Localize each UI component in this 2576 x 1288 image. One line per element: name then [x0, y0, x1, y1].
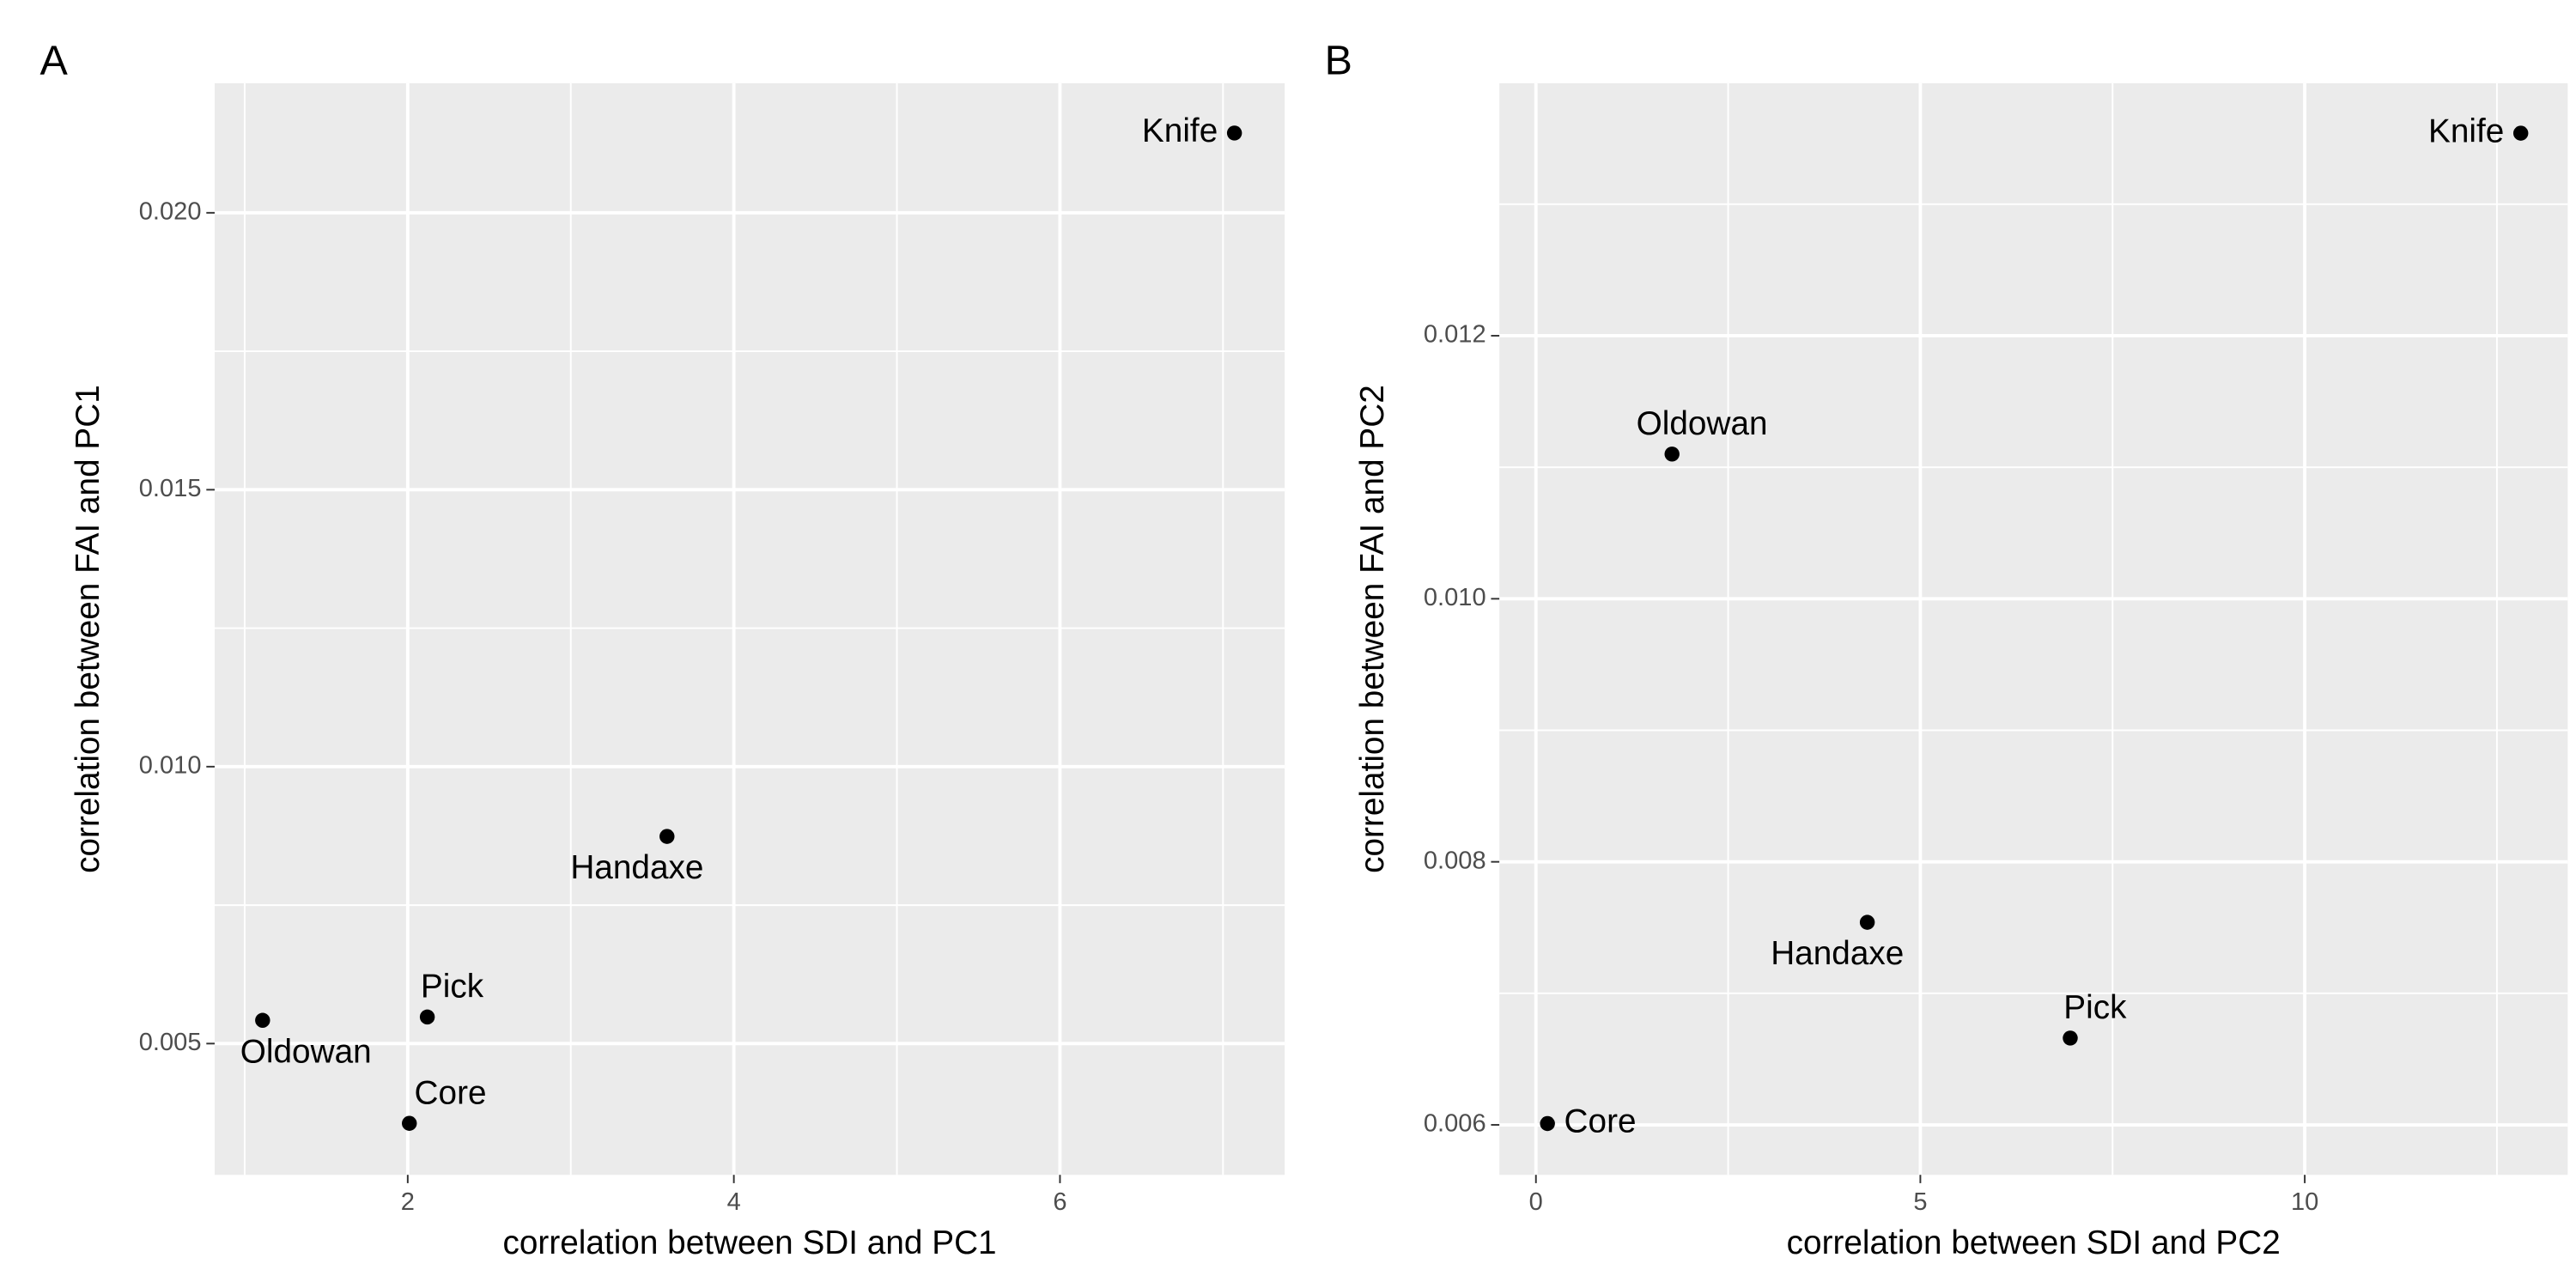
- plot-panel: [1499, 82, 2568, 1176]
- point: [1540, 1115, 1555, 1132]
- point: [255, 1012, 270, 1028]
- point: [2512, 125, 2529, 141]
- point: [659, 829, 675, 844]
- y-axis-title: correlation between FAI and PC1: [70, 385, 106, 873]
- x-axis-title: correlation between SDI and PC1: [502, 1224, 996, 1261]
- panel-tag: A: [40, 37, 69, 83]
- point-label: Pick: [2063, 989, 2127, 1026]
- x-tick-label: 0: [1529, 1188, 1543, 1216]
- y-tick-label: 0.005: [139, 1029, 202, 1056]
- point: [1226, 125, 1242, 141]
- x-axis-title: correlation between SDI and PC2: [1787, 1224, 2281, 1261]
- point-label: Core: [415, 1075, 487, 1112]
- x-tick-label: 5: [1913, 1188, 1927, 1216]
- y-tick-label: 0.008: [1424, 847, 1486, 874]
- point-label: Oldowan: [240, 1033, 372, 1070]
- x-tick-label: 10: [2291, 1188, 2318, 1216]
- point: [1859, 914, 1875, 930]
- y-tick-label: 0.012: [1424, 321, 1486, 349]
- point-label: Core: [1564, 1103, 1637, 1140]
- point: [1664, 447, 1680, 462]
- point-label: Oldowan: [1637, 405, 1768, 442]
- y-tick-label: 0.006: [1424, 1110, 1486, 1138]
- point-label: Knife: [1142, 112, 1218, 149]
- point-label: Handaxe: [570, 849, 703, 886]
- y-tick-label: 0.015: [139, 475, 202, 502]
- point: [2063, 1030, 2078, 1046]
- y-tick-label: 0.020: [139, 198, 202, 226]
- point: [402, 1115, 417, 1131]
- point: [419, 1009, 435, 1025]
- point-label: Pick: [421, 969, 484, 1005]
- y-tick-label: 0.010: [1424, 584, 1486, 611]
- panel-tag: B: [1325, 37, 1352, 83]
- x-tick-label: 4: [727, 1188, 741, 1216]
- y-tick-label: 0.010: [139, 752, 202, 780]
- x-tick-label: 2: [401, 1188, 415, 1216]
- point-label: Knife: [2428, 112, 2504, 149]
- point-label: Handaxe: [1771, 935, 1904, 972]
- y-axis-title: correlation between FAI and PC2: [1354, 385, 1391, 873]
- x-tick-label: 6: [1053, 1188, 1066, 1216]
